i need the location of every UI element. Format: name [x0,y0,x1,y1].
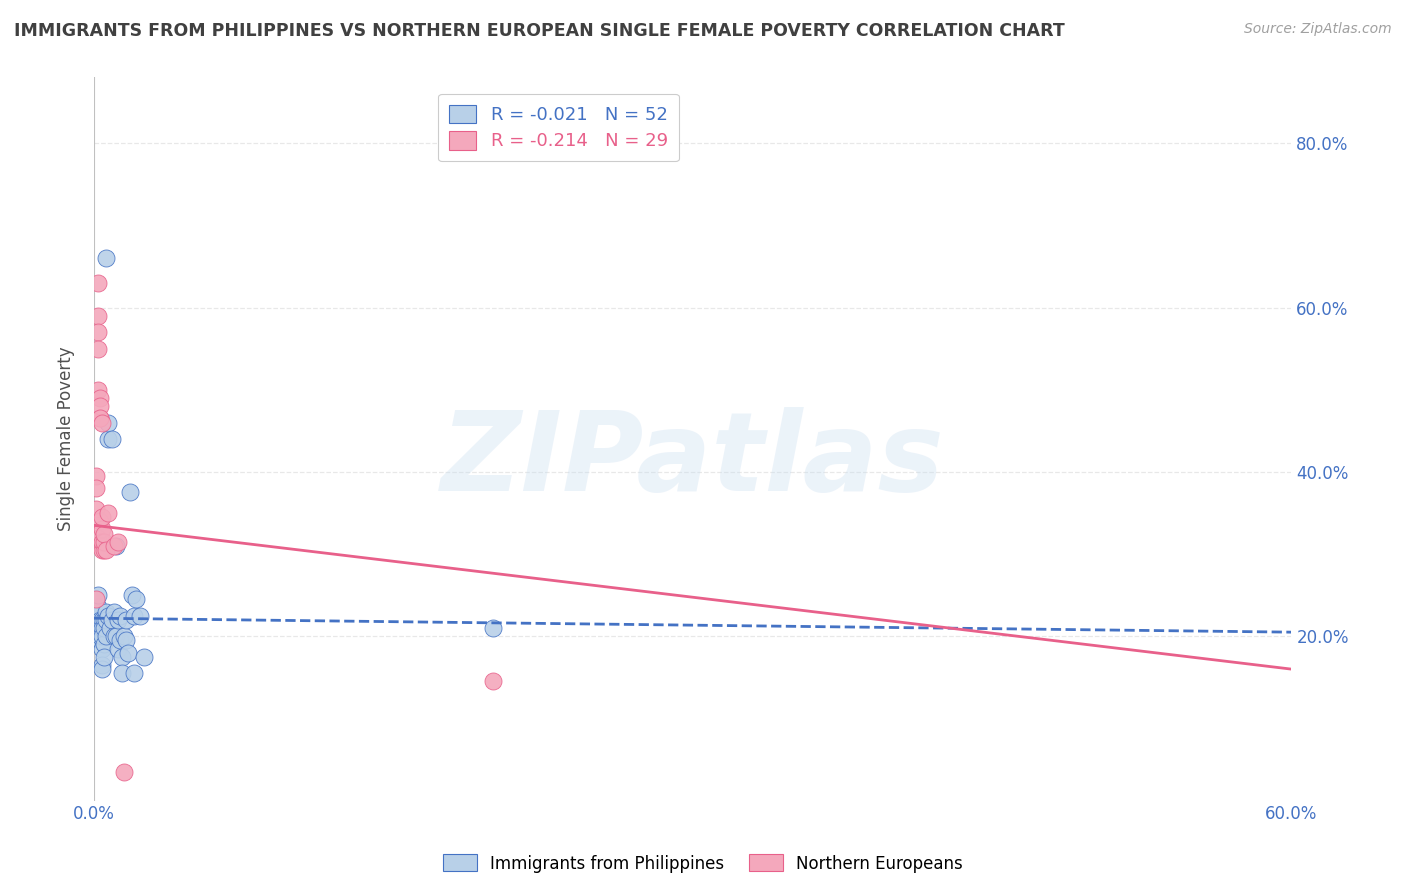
Point [87,588,110,602]
Point [94,613,117,627]
Point [111,649,134,664]
Point [107,613,129,627]
Point [103,629,125,643]
Point [90,613,112,627]
Point [104,539,127,553]
Point [89,391,111,405]
Point [107,534,129,549]
Point [98,621,121,635]
Point [87,621,110,635]
Point [97,608,120,623]
Point [89,613,111,627]
Point [87,325,110,339]
Point [93,638,115,652]
Point [112,629,135,643]
Point [89,629,111,643]
Point [118,485,141,500]
Point [108,608,131,623]
Point [90,629,112,643]
Point [121,588,143,602]
Point [87,309,110,323]
Point [111,666,134,681]
Point [87,342,110,356]
Point [84,592,107,607]
Point [89,399,111,413]
Point [128,608,150,623]
Point [89,411,111,425]
Point [90,543,112,558]
Legend: Immigrants from Philippines, Northern Europeans: Immigrants from Philippines, Northern Eu… [437,847,969,880]
Point [101,613,124,627]
Point [89,633,111,648]
Point [122,608,145,623]
Point [87,383,110,397]
Point [89,629,111,643]
Point [108,633,131,648]
Point [122,666,145,681]
Point [84,481,107,495]
Point [94,629,117,643]
Point [90,523,112,537]
Point [90,510,112,524]
Point [93,526,115,541]
Point [94,252,117,266]
Point [89,411,111,425]
Point [84,592,107,607]
Point [93,613,115,627]
Point [84,501,107,516]
Point [94,543,117,558]
Point [90,658,112,673]
Point [97,416,120,430]
Point [115,613,138,627]
Point [90,641,112,656]
Point [112,764,135,779]
Point [90,662,112,676]
Point [87,616,110,631]
Point [482,621,505,635]
Text: IMMIGRANTS FROM PHILIPPINES VS NORTHERN EUROPEAN SINGLE FEMALE POVERTY CORRELATI: IMMIGRANTS FROM PHILIPPINES VS NORTHERN … [14,22,1064,40]
Point [93,649,115,664]
Point [84,608,107,623]
Point [125,592,148,607]
Point [87,600,110,615]
Point [117,646,139,660]
Point [87,531,110,545]
Point [103,539,125,553]
Point [104,629,127,643]
Point [101,432,124,446]
Text: ZIPatlas: ZIPatlas [441,408,945,514]
Point [97,432,120,446]
Point [132,649,155,664]
Point [93,543,115,558]
Text: Source: ZipAtlas.com: Source: ZipAtlas.com [1244,22,1392,37]
Point [97,506,120,520]
Point [90,621,112,635]
Legend: R = -0.021   N = 52, R = -0.214   N = 29: R = -0.021 N = 52, R = -0.214 N = 29 [439,94,679,161]
Point [93,534,115,549]
Point [107,641,129,656]
Point [93,621,115,635]
Point [103,605,125,619]
Point [89,514,111,528]
Point [90,416,112,430]
Point [84,469,107,483]
Point [90,534,112,549]
Point [115,633,138,648]
Point [87,276,110,290]
Point [94,605,117,619]
Y-axis label: Single Female Poverty: Single Female Poverty [58,347,75,532]
Point [482,674,505,689]
